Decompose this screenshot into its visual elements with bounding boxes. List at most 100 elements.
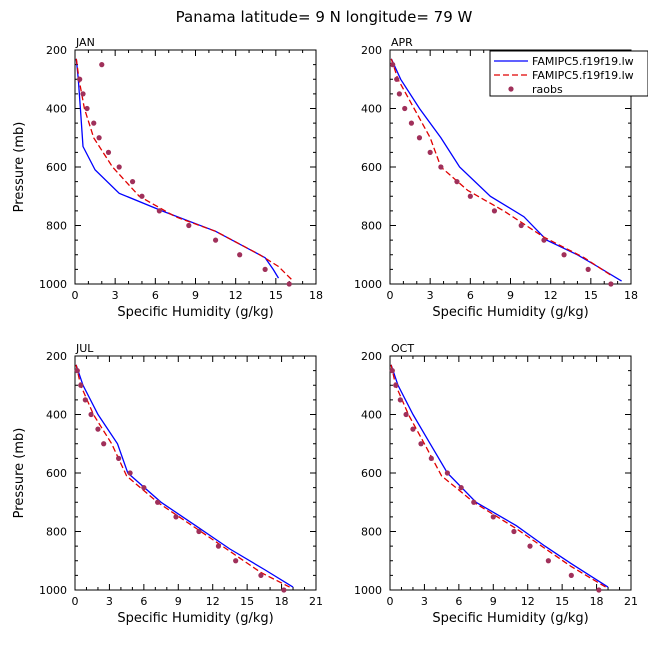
raobs-point: [77, 76, 83, 82]
y-tick-label: 200: [46, 44, 67, 57]
raobs-point: [141, 485, 147, 491]
x-tick-label: 9: [490, 595, 497, 608]
raobs-point: [585, 266, 591, 272]
raobs-point: [186, 222, 192, 229]
plot-frame: [74, 49, 317, 285]
panel-title: JUL: [75, 342, 94, 355]
y-tick-label: 800: [361, 526, 382, 539]
raobs-point: [390, 62, 396, 68]
raobs-point: [262, 266, 268, 272]
x-tick-label: 15: [269, 289, 283, 302]
model-line-solid: [75, 58, 280, 279]
x-tick-label: 18: [590, 595, 604, 608]
model-line-dashed: [75, 58, 294, 282]
raobs-point: [416, 135, 423, 141]
raobs-point: [490, 514, 496, 520]
y-tick-label: 800: [46, 220, 67, 233]
raobs-point: [458, 485, 464, 491]
x-tick-label: 21: [624, 595, 638, 608]
x-tick-label: 15: [584, 289, 598, 302]
raobs-point: [233, 558, 239, 564]
y-tick-label: 200: [361, 350, 382, 363]
raobs-point: [393, 382, 399, 388]
raobs-point: [596, 587, 602, 593]
raobs-point: [215, 543, 222, 549]
raobs-point: [454, 179, 460, 185]
x-tick-label: 3: [427, 289, 434, 302]
x-tick-label: 3: [112, 289, 119, 302]
raobs-point: [408, 120, 415, 126]
x-tick-label: 9: [192, 289, 199, 302]
x-tick-label: 0: [387, 595, 394, 608]
y-tick-label: 1000: [39, 278, 67, 291]
raobs-point: [212, 237, 219, 243]
x-tick-label: 0: [387, 289, 394, 302]
plot-frame: [74, 355, 317, 591]
x-tick-label: 18: [275, 595, 289, 608]
raobs-point: [95, 426, 101, 432]
x-tick-label: 12: [229, 289, 243, 302]
y-tick-label: 600: [361, 161, 382, 174]
model-line-solid: [390, 364, 609, 588]
raobs-point: [139, 193, 145, 199]
raobs-point: [410, 426, 416, 432]
x-axis-label: Specific Humidity (g/kg): [432, 611, 588, 626]
raobs-point: [258, 572, 264, 578]
raobs-point: [397, 397, 403, 403]
raobs-point: [518, 222, 524, 229]
y-tick-label: 200: [361, 44, 382, 57]
raobs-point: [84, 105, 90, 112]
raobs-point: [427, 149, 433, 155]
model-line-dashed: [75, 364, 290, 588]
y-tick-label: 1000: [39, 584, 67, 597]
raobs-point: [527, 543, 533, 549]
x-tick-label: 15: [555, 595, 569, 608]
raobs-point: [396, 91, 402, 97]
raobs-point: [96, 135, 102, 141]
panel-title: APR: [391, 36, 413, 49]
model-line-dashed: [390, 364, 607, 588]
raobs-point: [608, 281, 614, 287]
x-tick-label: 18: [624, 289, 638, 302]
panel-title: OCT: [391, 342, 414, 355]
raobs-point: [101, 441, 107, 447]
y-tick-label: 400: [46, 409, 67, 422]
raobs-point: [74, 368, 80, 374]
raobs-point: [156, 208, 162, 214]
x-tick-label: 3: [106, 595, 113, 608]
legend-raobs-marker: [508, 86, 514, 92]
raobs-point: [91, 120, 97, 126]
raobs-point: [78, 382, 84, 388]
raobs-point: [428, 455, 434, 461]
x-tick-label: 0: [72, 289, 79, 302]
panel-jan: JAN 0 3 6 9 12 15 18 200 400 600 800 1000 Specific Hu…: [12, 36, 323, 320]
raobs-point: [418, 441, 424, 447]
raobs-point: [389, 368, 395, 374]
raobs-point: [116, 455, 122, 461]
x-tick-label: 12: [521, 595, 535, 608]
panel-title: JAN: [75, 36, 95, 49]
legend-label: FAMIPC5.f19f19.lw: [532, 69, 634, 82]
x-tick-label: 18: [309, 289, 323, 302]
x-tick-label: 6: [140, 595, 147, 608]
x-axis-label: Specific Humidity (g/kg): [117, 611, 273, 626]
model-line-solid: [75, 364, 294, 588]
y-tick-label: 200: [46, 350, 67, 363]
raobs-point: [568, 572, 574, 578]
panel-jul: JUL 0 3 6 9 12 15 18 21 200 400 600 800 1000 Specific …: [12, 342, 323, 626]
raobs-point: [403, 411, 409, 418]
raobs-point: [286, 281, 292, 287]
raobs-point: [82, 397, 88, 403]
model-line-dashed: [390, 58, 612, 276]
raobs-point: [471, 499, 477, 505]
raobs-point: [173, 514, 179, 520]
figure-title: Panama latitude= 9 N longitude= 79 W: [176, 8, 473, 26]
y-tick-label: 400: [361, 103, 382, 116]
raobs-point: [196, 528, 202, 535]
x-tick-label: 6: [152, 289, 159, 302]
raobs-point: [116, 164, 122, 170]
x-tick-label: 9: [507, 289, 514, 302]
